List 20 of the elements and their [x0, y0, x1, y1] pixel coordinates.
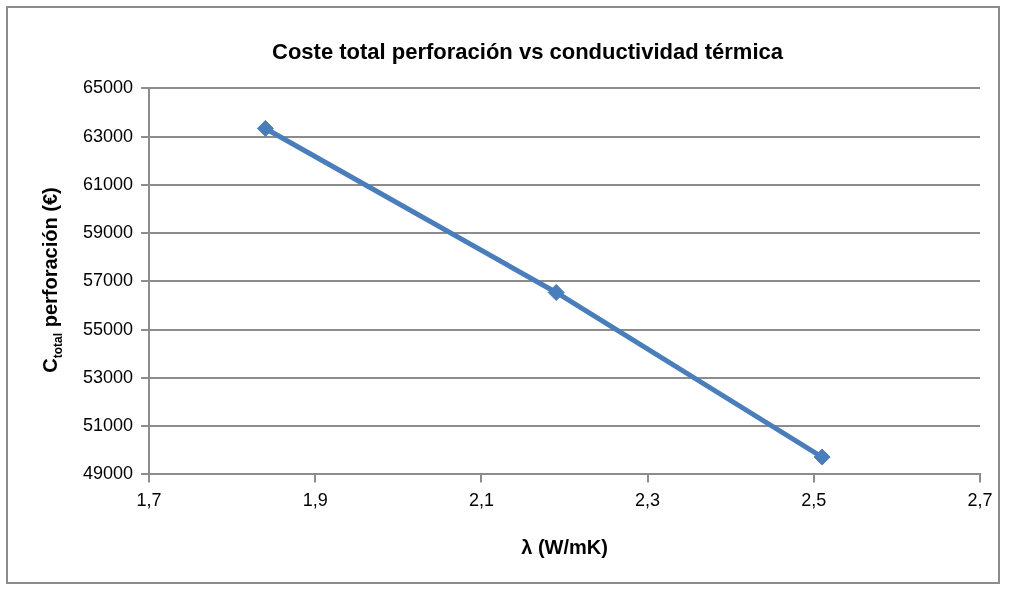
x-tick-label: 2,5 [801, 490, 827, 511]
y-tick-label: 53000 [82, 366, 134, 387]
point [256, 119, 274, 137]
y-tick-label: 57000 [82, 270, 134, 291]
point [547, 284, 565, 301]
y-tick-label: 61000 [82, 173, 134, 194]
x-tick-label: 2,3 [635, 490, 661, 511]
x-tick-label: 1,7 [136, 490, 162, 511]
x-tick-label: 2,7 [967, 490, 993, 511]
y-tick-label: 65000 [82, 77, 134, 98]
y-tick-label: 63000 [82, 125, 134, 146]
point [813, 448, 831, 466]
y-tick-label: 59000 [82, 222, 134, 243]
chart-title: Coste total perforación vs conductividad térmica [271, 39, 784, 65]
y-tick-label: 55000 [82, 318, 134, 339]
y-tick-label: 51000 [82, 415, 134, 436]
x-tick-label: 2,1 [468, 490, 494, 511]
x-axis-title: λ (W/mK) [521, 535, 608, 558]
x-tick-label: 1,9 [302, 490, 328, 511]
y-tick-label: 49000 [82, 463, 134, 484]
